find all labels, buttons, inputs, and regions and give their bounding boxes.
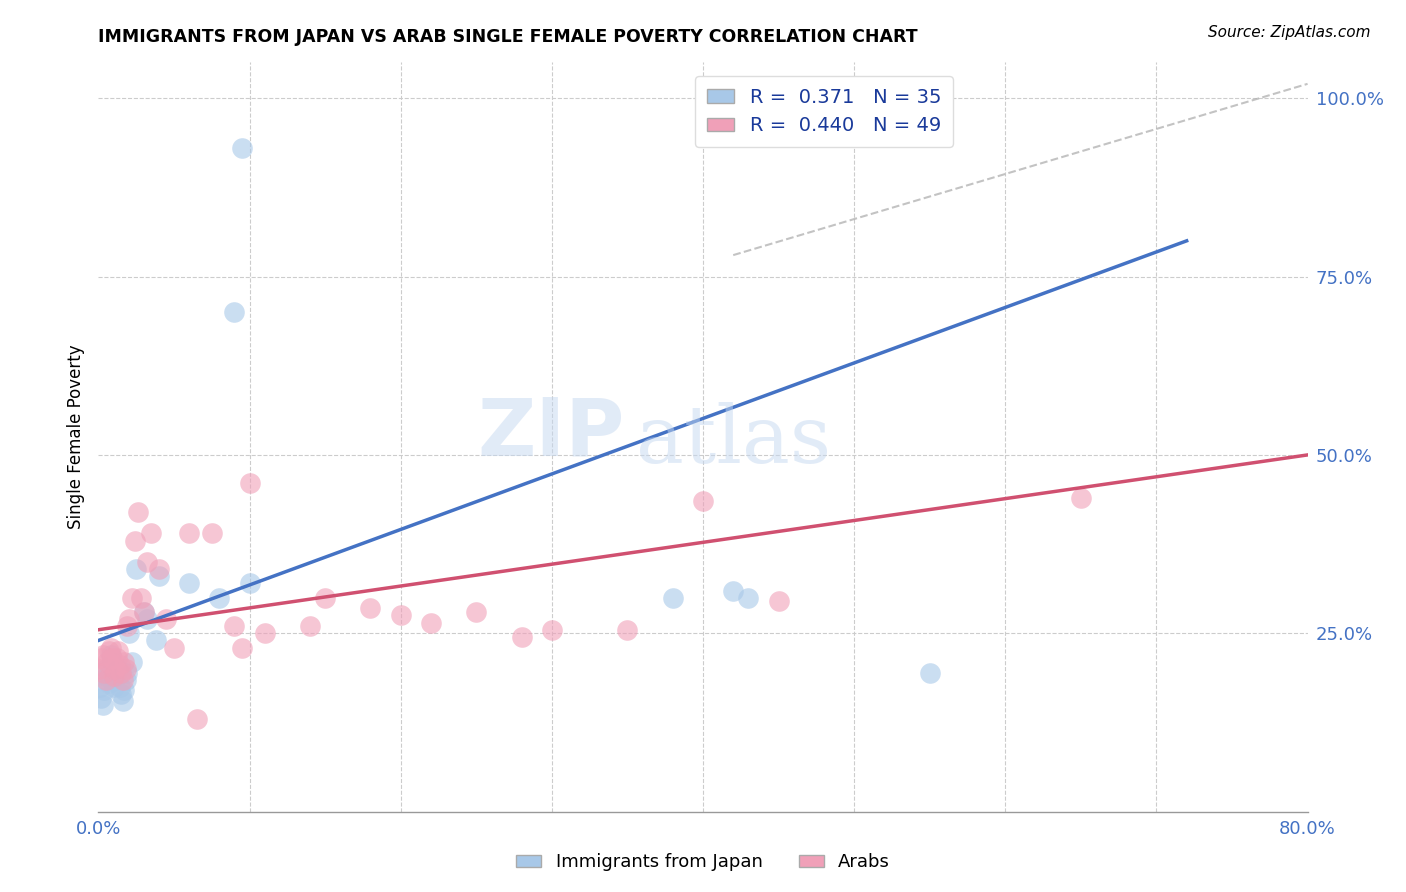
Point (135, 612, 157, 626)
Point (148, 562, 170, 576)
Point (768, 594, 790, 608)
Point (163, 640, 186, 655)
Point (111, 673, 134, 687)
Point (132, 605, 155, 619)
Text: IMMIGRANTS FROM JAPAN VS ARAB SINGLE FEMALE POVERTY CORRELATION CHART: IMMIGRANTS FROM JAPAN VS ARAB SINGLE FEM… (98, 28, 918, 45)
Point (112, 655, 135, 669)
Point (918, 665, 941, 680)
Point (1070, 491, 1092, 505)
Point (121, 591, 143, 605)
Text: ZIP: ZIP (477, 394, 624, 473)
Legend: Immigrants from Japan, Arabs: Immigrants from Japan, Arabs (509, 847, 897, 879)
Point (112, 683, 135, 698)
Point (723, 583, 745, 598)
Point (155, 612, 177, 626)
Point (360, 601, 382, 615)
Point (129, 591, 152, 605)
Point (90, 690, 112, 705)
Point (93, 665, 115, 680)
Point (118, 626, 141, 640)
Point (107, 644, 129, 658)
Point (98, 644, 121, 658)
Point (111, 694, 134, 708)
Point (420, 615, 443, 630)
Point (253, 626, 276, 640)
Text: atlas: atlas (637, 401, 831, 480)
Text: Source: ZipAtlas.com: Source: ZipAtlas.com (1208, 25, 1371, 40)
Point (105, 665, 128, 680)
Point (96, 669, 118, 683)
Point (132, 605, 155, 619)
Point (108, 658, 131, 673)
Point (103, 669, 125, 683)
Point (231, 141, 253, 155)
Point (104, 673, 127, 687)
Y-axis label: Single Female Poverty: Single Female Poverty (66, 345, 84, 529)
Point (98, 676, 121, 690)
Point (104, 662, 127, 676)
Point (145, 633, 167, 648)
Point (114, 673, 136, 687)
Point (127, 505, 149, 519)
Point (179, 576, 201, 591)
Point (141, 526, 163, 541)
Point (100, 648, 122, 662)
Point (94, 662, 117, 676)
Point (124, 533, 146, 548)
Point (224, 619, 246, 633)
Point (208, 591, 231, 605)
Point (201, 526, 224, 541)
Point (125, 562, 148, 576)
Point (239, 476, 262, 491)
Point (135, 555, 157, 569)
Point (616, 623, 638, 637)
Point (465, 605, 488, 619)
Point (110, 665, 132, 680)
Point (96, 655, 118, 669)
Point (692, 494, 714, 508)
Point (101, 655, 124, 669)
Point (107, 662, 129, 676)
Point (115, 665, 138, 680)
Point (661, 591, 683, 605)
Point (186, 712, 208, 726)
Legend: R =  0.371   N = 35, R =  0.440   N = 49: R = 0.371 N = 35, R = 0.440 N = 49 (695, 76, 953, 147)
Point (100, 640, 122, 655)
Point (179, 526, 201, 541)
Point (90, 651, 112, 665)
Point (101, 651, 124, 665)
Point (299, 619, 322, 633)
Point (115, 619, 138, 633)
Point (89, 680, 111, 694)
Point (224, 305, 246, 319)
Point (121, 655, 143, 669)
Point (110, 687, 132, 701)
Point (94, 673, 117, 687)
Point (91, 648, 114, 662)
Point (148, 569, 170, 583)
Point (314, 591, 336, 605)
Point (737, 591, 759, 605)
Point (540, 623, 562, 637)
Point (103, 680, 125, 694)
Point (389, 608, 412, 623)
Point (89, 662, 111, 676)
Point (93, 683, 115, 698)
Point (510, 630, 533, 644)
Point (231, 640, 253, 655)
Point (239, 576, 262, 591)
Point (114, 662, 136, 676)
Point (118, 612, 141, 626)
Point (108, 680, 131, 694)
Point (91, 698, 114, 712)
Point (105, 651, 128, 665)
